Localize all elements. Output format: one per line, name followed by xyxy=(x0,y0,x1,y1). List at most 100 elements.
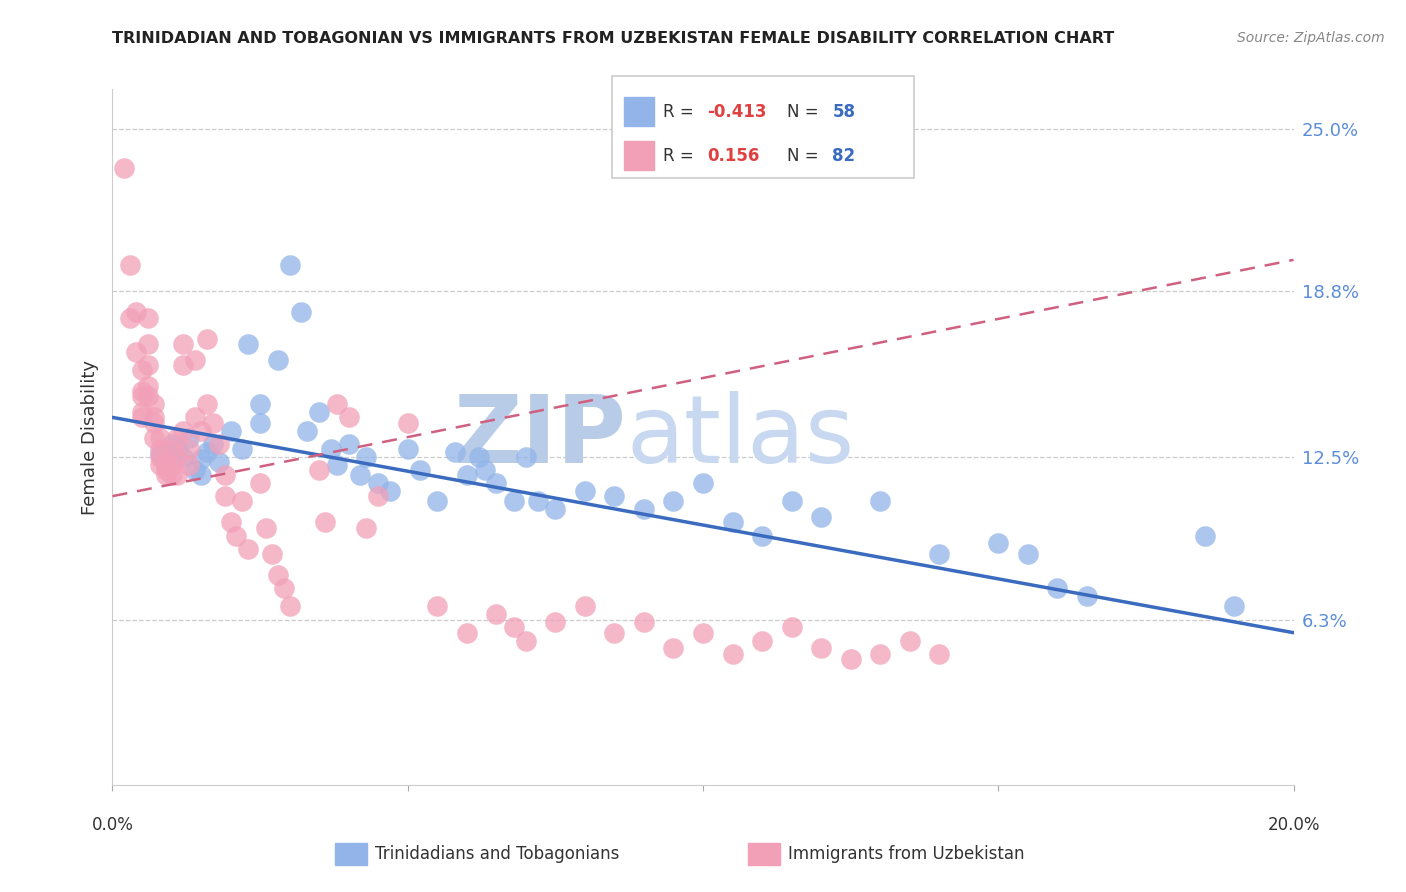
Point xyxy=(721,647,744,661)
Bar xyxy=(624,142,654,170)
Point xyxy=(166,431,188,445)
Point xyxy=(160,442,183,456)
Point xyxy=(337,436,360,450)
Point xyxy=(149,442,172,456)
Point xyxy=(195,332,218,346)
Point xyxy=(142,416,165,430)
Point xyxy=(149,450,172,464)
Point xyxy=(751,633,773,648)
Point xyxy=(166,450,188,464)
Point xyxy=(172,358,194,372)
Point xyxy=(367,476,389,491)
Point xyxy=(184,352,207,367)
Point xyxy=(149,447,172,461)
Point xyxy=(201,416,224,430)
Point xyxy=(190,452,212,467)
Point xyxy=(485,476,508,491)
Point xyxy=(503,620,526,634)
Point xyxy=(1046,581,1069,595)
Point xyxy=(190,424,212,438)
Point xyxy=(214,489,236,503)
Point xyxy=(249,397,271,411)
Point xyxy=(172,337,194,351)
Point xyxy=(208,436,231,450)
Point xyxy=(179,458,201,472)
Point xyxy=(662,494,685,508)
Point xyxy=(120,310,142,325)
Point xyxy=(249,416,271,430)
Point xyxy=(633,615,655,630)
Point xyxy=(526,494,548,508)
Point xyxy=(456,468,478,483)
Point xyxy=(214,468,236,483)
Point xyxy=(219,516,242,530)
Point xyxy=(456,625,478,640)
Point xyxy=(367,489,389,503)
Point xyxy=(136,337,159,351)
Point xyxy=(314,516,336,530)
Point xyxy=(238,337,260,351)
Point xyxy=(426,494,449,508)
Point xyxy=(172,450,194,464)
Point xyxy=(112,161,135,175)
Point xyxy=(1076,589,1098,603)
Point xyxy=(136,379,159,393)
Point xyxy=(142,397,165,411)
Bar xyxy=(335,843,367,865)
Text: 82: 82 xyxy=(832,147,855,165)
Point xyxy=(928,547,950,561)
Point xyxy=(810,510,832,524)
Point xyxy=(142,410,165,425)
Point xyxy=(633,502,655,516)
Point xyxy=(219,424,242,438)
Point xyxy=(751,528,773,542)
Point xyxy=(544,615,567,630)
Point xyxy=(136,310,159,325)
Point xyxy=(190,468,212,483)
Text: 58: 58 xyxy=(832,103,855,120)
Point xyxy=(378,483,401,498)
Point xyxy=(160,458,183,472)
Point xyxy=(356,450,378,464)
Point xyxy=(780,494,803,508)
Point xyxy=(238,541,260,556)
Point xyxy=(297,424,319,438)
Point xyxy=(120,258,142,272)
Text: 0.156: 0.156 xyxy=(707,147,759,165)
Text: Source: ZipAtlas.com: Source: ZipAtlas.com xyxy=(1237,31,1385,45)
Point xyxy=(810,641,832,656)
Point xyxy=(155,458,177,472)
Point xyxy=(195,444,218,458)
Text: N =: N = xyxy=(787,147,824,165)
Point xyxy=(160,468,183,483)
Point xyxy=(155,468,177,483)
Point xyxy=(987,536,1010,550)
Point xyxy=(928,647,950,661)
Text: R =: R = xyxy=(664,103,699,120)
Point xyxy=(308,463,330,477)
Point xyxy=(544,502,567,516)
Point xyxy=(692,625,714,640)
Point xyxy=(444,444,467,458)
Point xyxy=(131,384,153,398)
Point xyxy=(574,599,596,614)
Point xyxy=(503,494,526,508)
Point xyxy=(172,424,194,438)
Point xyxy=(467,450,489,464)
Bar xyxy=(624,97,654,126)
Point xyxy=(231,494,253,508)
Point xyxy=(396,442,419,456)
Point xyxy=(515,450,537,464)
Point xyxy=(136,358,159,372)
Bar xyxy=(748,843,780,865)
Text: -0.413: -0.413 xyxy=(707,103,766,120)
Point xyxy=(1017,547,1039,561)
Point xyxy=(278,258,301,272)
Point xyxy=(869,494,891,508)
Point xyxy=(869,647,891,661)
Point xyxy=(780,620,803,634)
Point xyxy=(260,547,283,561)
Text: Trinidadians and Tobagonians: Trinidadians and Tobagonians xyxy=(375,845,620,863)
Point xyxy=(662,641,685,656)
Point xyxy=(721,516,744,530)
